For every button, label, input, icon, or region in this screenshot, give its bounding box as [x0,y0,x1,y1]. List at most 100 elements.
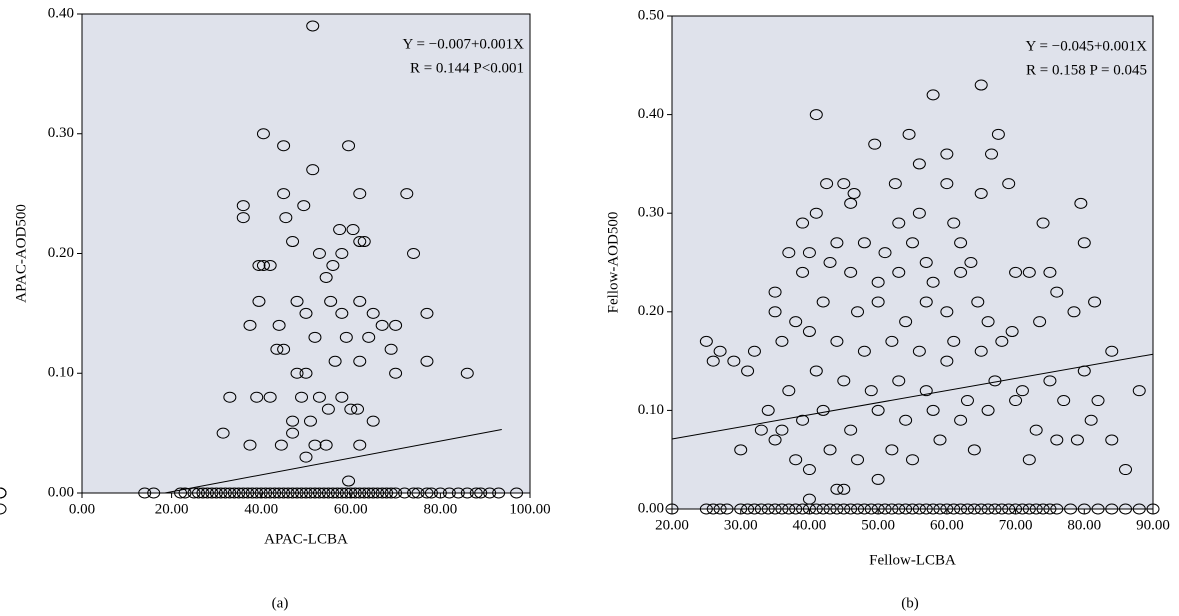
data-point [1022,503,1036,515]
data-point [816,503,830,515]
data-point [1091,503,1105,515]
data-point [809,503,823,515]
data-point [147,487,161,499]
data-point [699,335,713,347]
data-point [263,391,277,403]
data-point [326,487,340,499]
data-point [460,487,474,499]
data-point [223,391,237,403]
y-tick-label: 0.20 [48,245,74,261]
data-point [1029,424,1043,436]
data-point [407,248,421,259]
data-point [371,487,385,499]
data-point [741,365,755,377]
data-point [469,487,483,499]
data-point [317,487,331,499]
data-point [868,138,882,150]
data-point [353,355,367,367]
data-point [214,487,228,499]
data-point [407,487,421,499]
data-point [844,197,858,209]
y-tick-label: 0.10 [638,402,664,418]
data-point [871,296,885,308]
data-point [706,503,720,515]
annotation: R = 0.158 P = 0.045 [1026,62,1147,78]
data-point [353,236,367,248]
data-point [775,503,789,515]
data-point [954,266,968,278]
data-point [398,487,412,499]
data-point [816,404,830,416]
y-tick-label: 0.00 [638,500,664,516]
data-point [906,503,919,515]
data-point [1057,395,1071,407]
data-point [974,503,988,515]
data-point [191,487,205,499]
data-point [420,355,434,367]
data-point [1043,503,1057,515]
data-point [830,503,844,515]
data-point [384,487,398,499]
data-point [892,266,906,278]
data-point [250,487,264,499]
x-tick-label: 40.00 [793,517,827,533]
data-point [902,128,916,140]
data-point [259,487,273,499]
data-point [1002,178,1016,190]
data-point [308,439,322,451]
data-point [967,444,981,456]
data-point [878,247,892,259]
data-point [328,355,342,367]
data-point [344,487,358,499]
data-point [768,306,782,318]
data-point [286,236,300,248]
data-point [940,306,954,318]
data-point [974,345,988,357]
data-point [335,487,349,499]
data-point [857,237,871,249]
data-point [321,403,335,415]
data-point [335,248,349,259]
data-point [342,475,356,487]
data-point [366,415,380,427]
data-point [196,487,210,499]
plot-area [671,15,1154,510]
data-point [451,487,465,499]
panel-label: (b) [901,595,919,611]
data-point [319,439,333,451]
data-point [789,503,803,515]
x-tick-label: 60.00 [930,517,964,533]
data-point [286,427,300,439]
data-point [802,326,816,338]
data-point [236,200,250,212]
data-point [796,503,810,515]
data-point [747,345,761,357]
data-point [277,487,291,499]
data-point [460,367,474,379]
data-point [1043,375,1057,387]
data-point [433,487,447,499]
data-point [899,503,913,515]
data-point [308,487,322,499]
data-point [761,503,775,515]
data-point [912,503,926,515]
data-point [926,89,940,101]
data-point [330,487,344,499]
data-point [981,503,995,515]
data-point [1077,237,1091,249]
data-point [1033,316,1047,328]
data-point [299,307,313,319]
data-point [885,444,899,456]
data-point [252,295,266,307]
data-point [912,207,926,219]
data-point [1088,296,1102,308]
data-point [919,385,933,397]
data-point [823,257,837,268]
fit-line [164,429,502,494]
data-point [277,188,291,200]
data-point [346,224,360,236]
data-point [899,316,913,328]
data-point [0,487,7,499]
data-point [366,307,380,319]
